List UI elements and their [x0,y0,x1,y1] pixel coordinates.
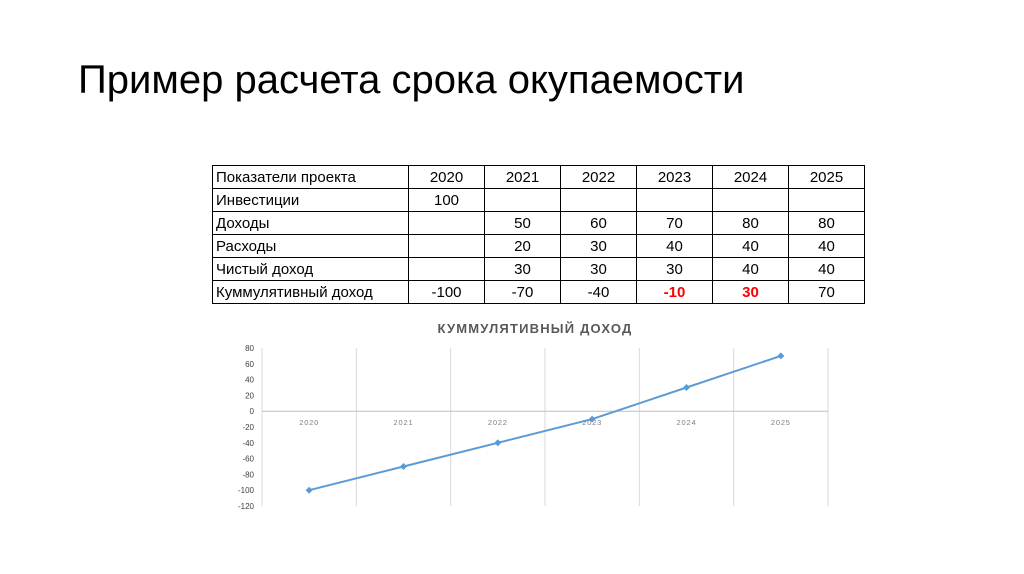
y-tick-label: 60 [245,360,254,369]
header-year-cell: 2021 [484,165,561,189]
table-cell [712,188,789,212]
y-tick-label: -120 [238,502,255,511]
y-tick-label: 40 [245,376,254,385]
page-title: Пример расчета срока окупаемости [78,58,745,102]
y-tick-label: -40 [242,439,254,448]
table-cell: 80 [712,211,789,235]
y-tick-label: -60 [242,455,254,464]
table-cell: 80 [788,211,865,235]
header-year-cell: 2024 [712,165,789,189]
data-point-marker [683,384,690,391]
cumulative-income-chart: КУММУЛЯТИВНЫЙ ДОХОД 80 60 40 20 0 -20 -40 -60 -80… [226,318,836,518]
table-cell: -40 [560,280,637,304]
table-cell: 30 [484,257,561,281]
header-year-cell: 2022 [560,165,637,189]
table-cell [788,188,865,212]
header-year-cell: 2025 [788,165,865,189]
x-tick-label: 2024 [677,418,697,427]
table-cell: 70 [636,211,713,235]
header-year-cell: 2020 [408,165,485,189]
table-cell: 100 [408,188,485,212]
row-label-cell: Чистый доход [212,257,409,281]
chart-title: КУММУЛЯТИВНЫЙ ДОХОД [437,321,632,336]
table-row: Расходы 20 30 40 40 40 [212,234,865,258]
table-cell: 40 [712,257,789,281]
table-cell: 20 [484,234,561,258]
x-tick-label: 2025 [771,418,791,427]
table-cell: 30 [712,280,789,304]
row-label-cell: Инвестиции [212,188,409,212]
y-tick-label: -80 [242,470,254,479]
chart-svg: КУММУЛЯТИВНЫЙ ДОХОД 80 60 40 20 0 -20 -40 -60 -80… [238,321,829,511]
table-row: Инвестиции 100 [212,188,865,212]
data-table: Показатели проекта 2020 2021 2022 2023 2024 20… [212,165,865,304]
data-point-marker [588,415,596,423]
data-point-marker [494,439,502,447]
x-tick-label: 2020 [299,418,319,427]
y-tick-label: -20 [242,423,254,432]
table-row: Доходы 50 60 70 80 80 [212,211,865,235]
table-cell [408,234,485,258]
table-cell: 40 [636,234,713,258]
y-tick-label: -100 [238,486,255,495]
table-cell: 40 [788,234,865,258]
table-cell: 30 [560,257,637,281]
y-tick-label: 20 [245,391,254,400]
table-cell: -70 [484,280,561,304]
x-tick-label: 2023 [582,418,602,427]
header-year-cell: 2023 [636,165,713,189]
table-row: Чистый доход 30 30 30 40 40 [212,257,865,281]
data-point-marker [305,486,313,494]
table-cell: -10 [636,280,713,304]
table-cell [484,188,561,212]
row-label-cell: Доходы [212,211,409,235]
table-cell [636,188,713,212]
table-cell: -100 [408,280,485,304]
data-point-marker [777,352,785,360]
table-cell [408,211,485,235]
x-tick-label: 2022 [488,418,508,427]
data-point-marker [400,463,407,470]
table-cell: 60 [560,211,637,235]
table-cell: 70 [788,280,865,304]
y-tick-label: 0 [250,407,255,416]
table-header-row: Показатели проекта 2020 2021 2022 2023 2024 20… [212,165,865,189]
table-cell [560,188,637,212]
series-line [308,354,782,492]
row-label-cell: Куммулятивный доход [212,280,409,304]
table-cell: 40 [788,257,865,281]
table-cell: 50 [484,211,561,235]
table-cell: 30 [636,257,713,281]
x-tick-label: 2021 [394,418,414,427]
table-cell: 40 [712,234,789,258]
table-row: Куммулятивный доход -100 -70 -40 -10 30 70 [212,280,865,304]
header-label-cell: Показатели проекта [212,165,409,189]
y-tick-label: 80 [245,344,254,353]
row-label-cell: Расходы [212,234,409,258]
table-cell [408,257,485,281]
table-cell: 30 [560,234,637,258]
